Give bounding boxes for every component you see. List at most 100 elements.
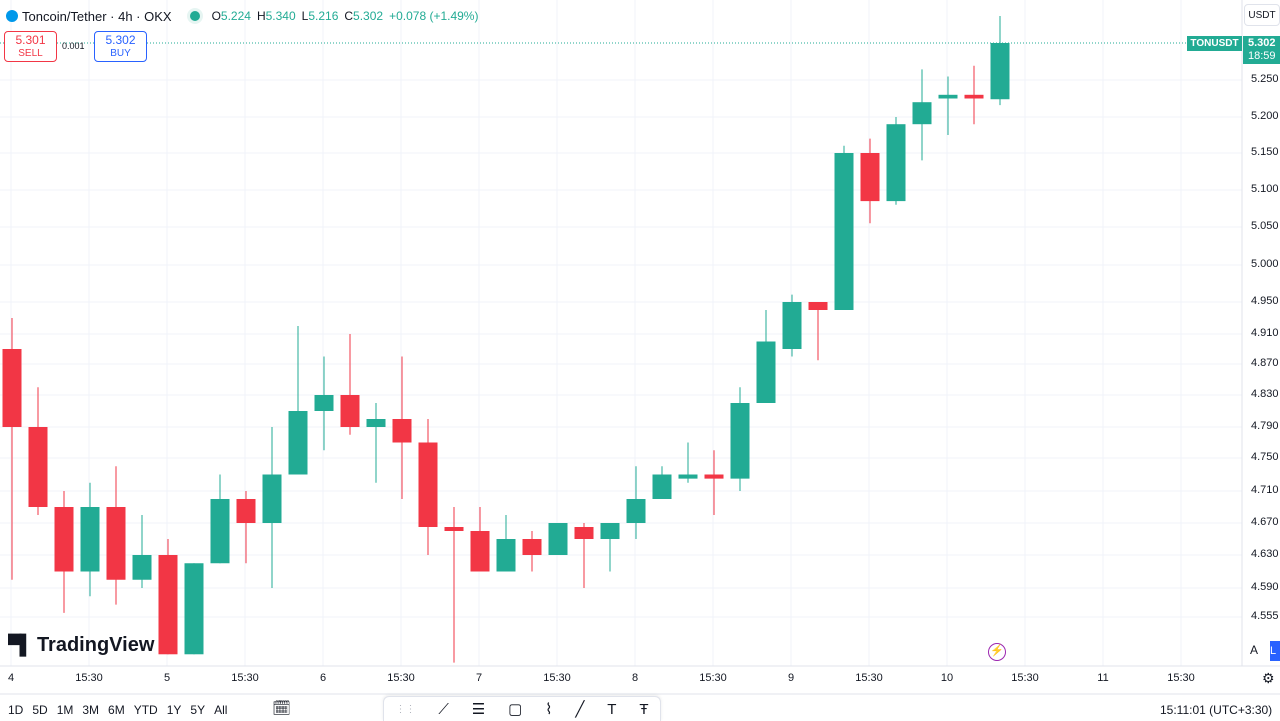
range-5y[interactable]: 5Y	[190, 703, 206, 717]
x-tick-label: 15:30	[1011, 672, 1039, 684]
candle[interactable]	[236, 491, 256, 564]
candle-body	[886, 124, 906, 202]
change-value: +0.078 (+1.49%)	[389, 9, 479, 23]
tradingview-logo[interactable]: ▀▌ TradingView	[8, 634, 154, 657]
candle[interactable]	[262, 427, 282, 588]
gear-icon[interactable]: ⚙	[1262, 670, 1275, 686]
range-ytd[interactable]: YTD	[133, 703, 158, 717]
candle-body	[106, 507, 126, 580]
y-tick-label: 5.000	[1251, 258, 1279, 270]
y-tick-label: 5.050	[1251, 220, 1279, 232]
candle-body	[236, 499, 256, 523]
path-icon[interactable]: ⌇	[545, 701, 553, 718]
candle[interactable]	[340, 334, 360, 435]
candle[interactable]	[678, 442, 698, 483]
horizontal-lines-icon[interactable]: ☰	[471, 701, 486, 718]
candle[interactable]	[496, 515, 516, 572]
candle[interactable]	[522, 531, 542, 572]
candle[interactable]	[288, 326, 308, 475]
candle[interactable]	[54, 491, 74, 613]
range-1m[interactable]: 1M	[56, 703, 74, 717]
range-3m[interactable]: 3M	[82, 703, 100, 717]
candle[interactable]	[184, 563, 204, 655]
x-tick-label: 6	[319, 672, 327, 684]
x-tick-label: 15:30	[75, 672, 103, 684]
candle[interactable]	[652, 466, 672, 499]
candle[interactable]	[860, 138, 880, 224]
candle[interactable]	[418, 419, 438, 555]
candle[interactable]	[28, 387, 48, 515]
y-tick-label: 4.910	[1251, 327, 1279, 339]
candle[interactable]	[704, 450, 724, 515]
candle[interactable]	[756, 310, 776, 403]
candle[interactable]	[210, 474, 230, 564]
buy-button[interactable]: 5.302 BUY	[94, 31, 147, 62]
candle[interactable]	[912, 69, 932, 161]
candle[interactable]	[834, 145, 854, 310]
candle[interactable]	[158, 539, 178, 655]
candle[interactable]	[990, 15, 1010, 106]
candle[interactable]	[938, 76, 958, 135]
auto-scale-button[interactable]: A	[1250, 643, 1259, 657]
candle-body	[2, 349, 22, 427]
candle-body	[600, 523, 620, 539]
x-tick-label: 15:30	[699, 672, 727, 684]
log-scale-button[interactable]: L	[1270, 641, 1280, 661]
rectangle-icon[interactable]: ▢	[508, 701, 523, 718]
candle[interactable]	[808, 302, 828, 361]
x-tick-label: 10	[940, 672, 954, 684]
candle[interactable]	[444, 507, 464, 663]
symbol-title[interactable]: Toncoin/Tether · 4h · OKX	[22, 8, 172, 24]
candle[interactable]	[886, 117, 906, 205]
x-tick-label: 7	[475, 672, 483, 684]
candle[interactable]	[782, 294, 802, 357]
candle-body	[990, 43, 1010, 100]
candle[interactable]	[80, 482, 100, 597]
candle[interactable]	[314, 356, 334, 451]
candle-body	[756, 341, 776, 403]
clock-timezone[interactable]: 15:11:01 (UTC+3:30)	[1160, 703, 1273, 717]
anchored-text-icon[interactable]: Ŧ	[639, 700, 649, 718]
candle[interactable]	[132, 515, 152, 588]
range-6m[interactable]: 6M	[108, 703, 125, 717]
goto-date-calendar-icon[interactable]: 🗓	[272, 700, 292, 717]
candle[interactable]	[600, 523, 620, 572]
logo-text: TradingView	[36, 634, 155, 656]
range-1y[interactable]: 1Y	[166, 703, 182, 717]
candle[interactable]	[548, 523, 568, 555]
range-5d[interactable]: 5D	[32, 703, 48, 717]
range-1d[interactable]: 1D	[8, 703, 24, 717]
candle[interactable]	[574, 523, 594, 588]
candle[interactable]	[964, 65, 984, 125]
sell-button[interactable]: 5.301 SELL	[4, 31, 57, 62]
last-price: 5.302	[1248, 37, 1276, 49]
last-price-tag: 5.302 18:59	[1243, 36, 1280, 64]
ray-icon[interactable]: ╱	[575, 701, 585, 718]
candle-body	[704, 474, 724, 479]
range-all[interactable]: All	[214, 703, 228, 717]
candle[interactable]	[730, 387, 750, 491]
currency-selector[interactable]: USDT	[1244, 4, 1280, 26]
text-tool-icon[interactable]: T	[607, 700, 617, 718]
ticker-tag: TONUSDT	[1187, 36, 1242, 51]
candle[interactable]	[470, 507, 490, 572]
bar-countdown: 18:59	[1248, 50, 1276, 62]
candle[interactable]	[392, 356, 412, 500]
x-tick-label: 15:30	[231, 672, 259, 684]
sell-label: SELL	[18, 48, 43, 59]
buy-price: 5.302	[105, 33, 136, 47]
drag-handle-icon[interactable]: ⋮⋮	[395, 703, 416, 715]
tradingview-logo-icon: ▀▌	[8, 634, 33, 656]
candle[interactable]	[2, 318, 22, 580]
candle-body	[522, 539, 542, 555]
candle-body	[912, 102, 932, 125]
candle-body	[860, 153, 880, 202]
candle[interactable]	[106, 466, 126, 605]
trend-line-icon[interactable]: ⟋	[438, 700, 449, 718]
candle-body	[366, 419, 386, 427]
candle[interactable]	[366, 403, 386, 483]
candle[interactable]	[626, 466, 646, 539]
event-bolt-icon[interactable]: ⚡	[988, 643, 1006, 661]
candle-body	[444, 527, 464, 531]
